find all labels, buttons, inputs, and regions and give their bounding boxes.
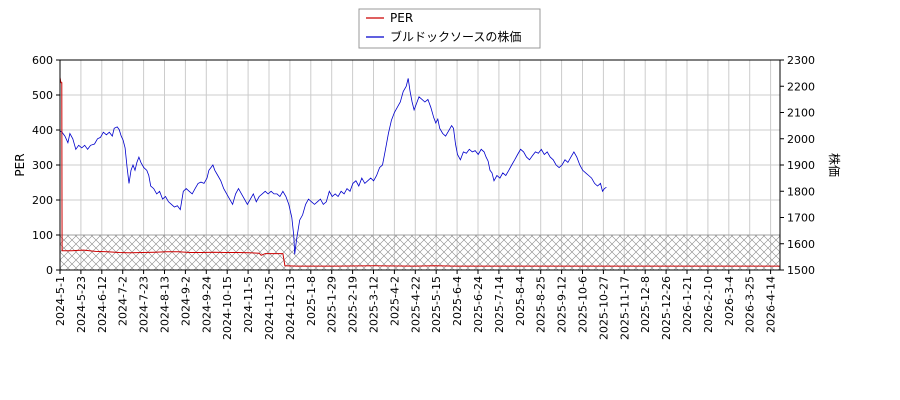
- x-tick-label: 2026-3-25: [744, 276, 757, 333]
- x-tick-label: 2025-6-24: [472, 276, 485, 333]
- x-tick-label: 2024-9-24: [200, 276, 213, 333]
- y-right-tick-label: 2000: [787, 133, 815, 146]
- x-tick-label: 2025-6-4: [451, 276, 464, 326]
- x-tick-label: 2025-4-2: [388, 276, 401, 326]
- legend-box: [358, 8, 541, 49]
- x-tick-label: 2025-8-25: [535, 276, 548, 333]
- x-tick-label: 2024-5-1: [54, 276, 67, 326]
- y-right-tick-label: 2100: [787, 107, 815, 120]
- y-left-axis: 0 100 200 300 400 500 600: [32, 54, 60, 277]
- x-tick-label: 2025-5-15: [430, 276, 443, 333]
- x-tick-label: 2024-9-2: [179, 276, 192, 326]
- x-tick-label: 2025-9-12: [556, 276, 569, 333]
- y-right-tick-label: 1700: [787, 212, 815, 225]
- x-tick-label: 2024-11-5: [242, 276, 255, 333]
- y-right-tick-label: 2300: [787, 54, 815, 67]
- legend-label-stock-price: ブルドックソースの株価: [390, 29, 521, 44]
- y-left-tick-label: 300: [32, 159, 53, 172]
- x-tick-label: 2024-11-25: [263, 276, 276, 340]
- y-left-axis-title: PER: [13, 153, 27, 176]
- y-left-tick-label: 0: [46, 264, 53, 277]
- x-tick-label: 2024-12-13: [284, 276, 297, 340]
- x-tick-label: 2025-3-12: [367, 276, 380, 333]
- y-left-tick-label: 100: [32, 229, 53, 242]
- x-tick-label: 2026-3-4: [723, 276, 736, 326]
- x-tick-label: 2025-4-22: [409, 276, 422, 333]
- y-left-tick-label: 200: [32, 194, 53, 207]
- y-right-tick-label: 1800: [787, 185, 815, 198]
- x-tick-label: 2024-5-23: [75, 276, 88, 333]
- x-axis: 2024-5-1 2024-5-23 2024-6-12 2024-7-2 2024-7…: [54, 270, 778, 340]
- x-tick-label: 2026-4-14: [765, 276, 778, 333]
- x-tick-label: 2024-8-13: [158, 276, 171, 333]
- x-tick-label: 2026-1-21: [681, 276, 694, 333]
- x-tick-label: 2024-6-12: [96, 276, 109, 333]
- y-right-axis-title: 株価: [827, 153, 842, 177]
- legend: PER ブルドックソースの株価: [358, 8, 541, 49]
- x-tick-label: 2025-12-8: [639, 276, 652, 333]
- y-left-tick-label: 400: [32, 124, 53, 137]
- y-right-tick-label: 1600: [787, 238, 815, 251]
- hatch-band: [59, 234, 781, 271]
- x-tick-label: 2024-7-23: [138, 276, 151, 333]
- y-right-axis: 1500 1600 1700 1800 1900 2000 2100 2200 2300: [780, 54, 815, 277]
- stock-price-line: [60, 78, 607, 255]
- x-tick-label: 2024-7-2: [117, 276, 130, 326]
- y-left-tick-label: 500: [32, 89, 53, 102]
- y-right-tick-label: 1900: [787, 159, 815, 172]
- x-tick-label: 2025-11-17: [618, 276, 631, 340]
- x-tick-label: 2025-1-8: [305, 276, 318, 326]
- per-line: [60, 77, 780, 267]
- x-tick-label: 2025-10-27: [597, 276, 610, 340]
- y-right-tick-label: 2200: [787, 80, 815, 93]
- x-tick-label: 2024-10-15: [221, 276, 234, 340]
- x-tick-label: 2025-10-6: [576, 276, 589, 333]
- x-tick-label: 2025-1-29: [326, 276, 339, 333]
- y-left-tick-label: 600: [32, 54, 53, 67]
- x-tick-label: 2025-2-19: [347, 276, 360, 333]
- x-tick-label: 2025-12-26: [660, 276, 673, 340]
- x-tick-label: 2025-7-14: [493, 276, 506, 333]
- x-tick-label: 2026-2-10: [702, 276, 715, 333]
- y-right-tick-label: 1500: [787, 264, 815, 277]
- x-tick-label: 2025-8-4: [514, 276, 527, 326]
- legend-label-per: PER: [390, 11, 413, 25]
